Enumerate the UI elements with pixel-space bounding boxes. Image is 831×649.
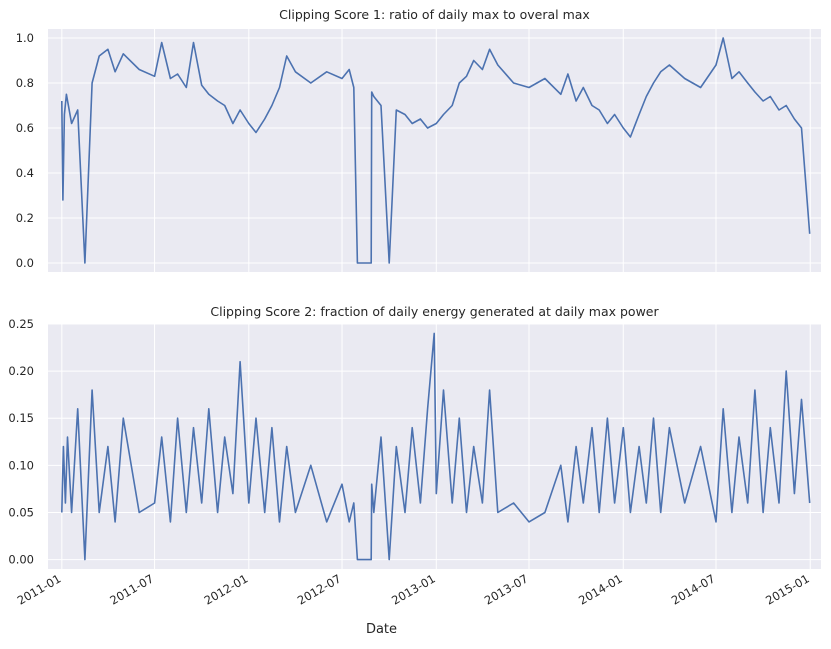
x-tick-labels: 2011-01 2011-07 2012-01 2012-07 2013-01 2013-…: [15, 571, 812, 607]
plot-area-background: [48, 29, 821, 272]
y-tick-label: 0.8: [16, 76, 34, 90]
subplot-clipping-score-1: 0.0 0.2 0.4 0.6 0.8 1.0 Clipping Score 1: rat…: [16, 7, 821, 272]
y-tick-labels: 0.00 0.05 0.10 0.15 0.20 0.25: [8, 317, 34, 567]
y-tick-label: 0.15: [8, 411, 34, 425]
subplot-title: Clipping Score 1: ratio of daily max to …: [279, 7, 590, 22]
y-tick-label: 0.4: [16, 166, 34, 180]
x-tick-label: 2015-01: [763, 571, 812, 607]
x-tick-label: 2014-01: [576, 571, 625, 607]
y-tick-label: 0.05: [8, 505, 34, 519]
series-line: [61, 37, 811, 264]
x-tick-label: 2011-01: [15, 571, 64, 607]
x-tick-label: 2012-01: [202, 571, 251, 607]
y-tick-label: 0.25: [8, 317, 34, 331]
y-tick-label: 0.2: [16, 211, 34, 225]
series-line: [61, 332, 811, 561]
x-tick-label: 2013-01: [389, 571, 438, 607]
subplot-title: Clipping Score 2: fraction of daily ener…: [210, 304, 659, 319]
y-tick-label: 0.0: [16, 256, 34, 270]
y-tick-label: 1.0: [16, 31, 34, 45]
gridlines: [48, 323, 821, 569]
y-tick-label: 0.6: [16, 121, 34, 135]
x-tick-label: 2014-07: [669, 571, 718, 607]
x-tick-label: 2012-07: [295, 571, 344, 607]
subplot-clipping-score-2: 0.00 0.05 0.10 0.15 0.20 0.25 Clipping Score …: [8, 304, 821, 569]
y-tick-label: 0.10: [8, 458, 34, 472]
gridlines: [48, 29, 821, 272]
y-tick-label: 0.20: [8, 364, 34, 378]
x-tick-label: 2013-07: [482, 571, 531, 607]
x-axis-label: Date: [366, 622, 397, 637]
y-tick-labels: 0.0 0.2 0.4 0.6 0.8 1.0: [16, 31, 34, 270]
y-tick-label: 0.00: [8, 553, 34, 567]
x-tick-label: 2011-07: [107, 571, 156, 607]
